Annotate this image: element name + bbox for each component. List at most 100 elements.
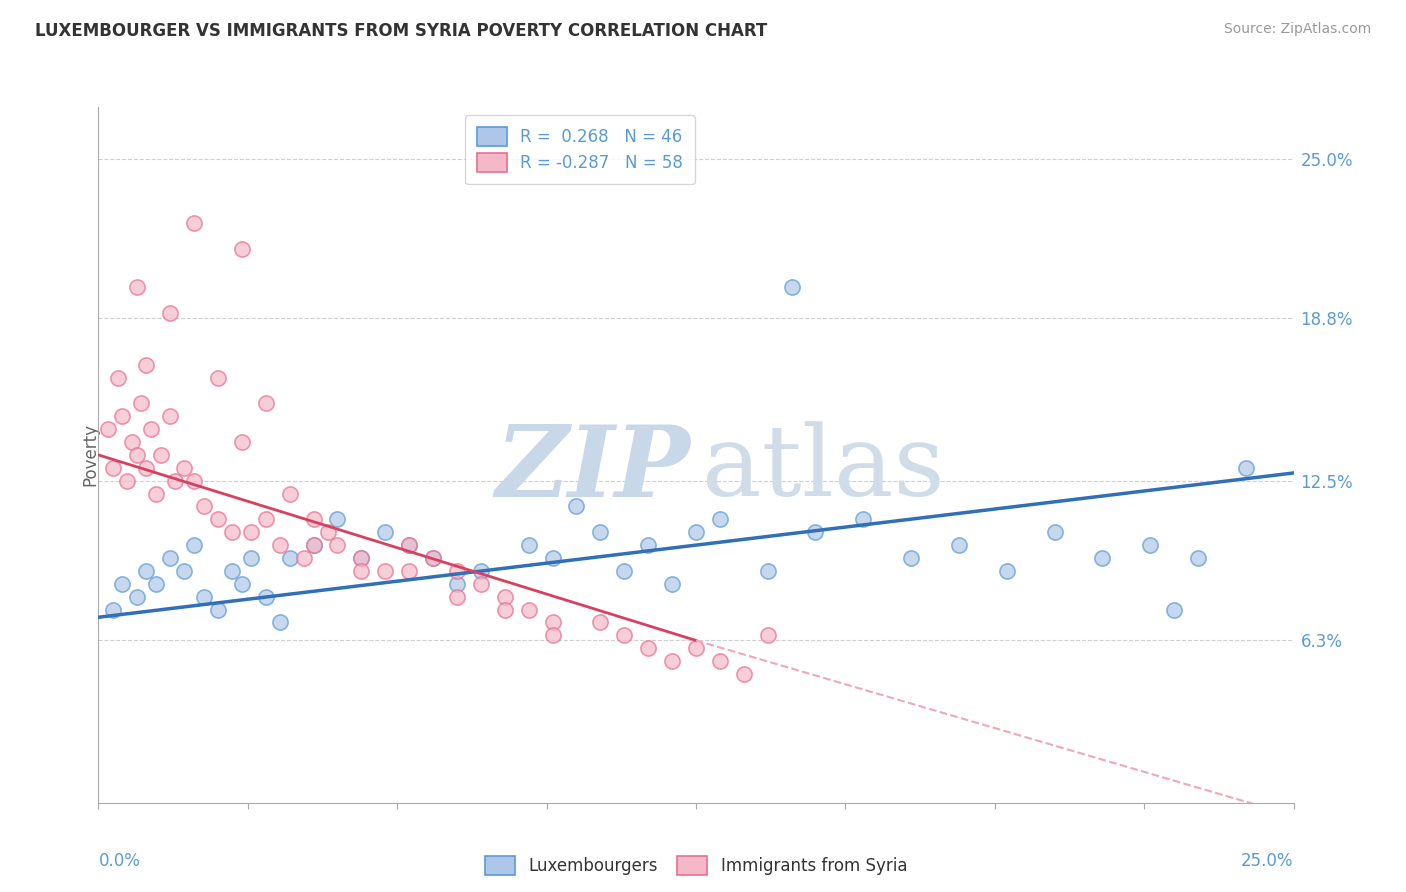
Point <box>135 460 157 475</box>
Point <box>661 654 683 668</box>
Point <box>278 486 301 500</box>
Point <box>183 474 205 488</box>
Point <box>240 551 263 566</box>
Point <box>589 525 612 540</box>
Point <box>292 551 315 566</box>
Point <box>470 564 492 578</box>
Point <box>470 576 492 591</box>
Point <box>135 564 157 578</box>
Point <box>995 564 1018 578</box>
Point <box>685 641 707 656</box>
Point <box>135 358 157 372</box>
Point <box>398 538 420 552</box>
Point <box>139 422 162 436</box>
Point <box>101 602 124 616</box>
Point <box>221 525 243 540</box>
Point <box>145 486 167 500</box>
Point <box>254 590 277 604</box>
Point <box>374 564 396 578</box>
Point <box>422 551 444 566</box>
Point <box>948 538 970 552</box>
Point <box>145 576 167 591</box>
Point <box>125 280 148 294</box>
Point <box>1187 551 1209 566</box>
Point <box>804 525 827 540</box>
Point <box>231 435 253 450</box>
Y-axis label: Poverty: Poverty <box>82 424 98 486</box>
Text: ZIP: ZIP <box>495 421 690 517</box>
Text: 0.0%: 0.0% <box>98 852 141 870</box>
Point <box>517 602 540 616</box>
Point <box>637 538 659 552</box>
Point <box>756 564 779 578</box>
Point <box>350 551 373 566</box>
Point <box>1091 551 1114 566</box>
Point <box>589 615 612 630</box>
Point <box>183 216 205 230</box>
Point <box>125 590 148 604</box>
Point <box>131 396 153 410</box>
Point <box>733 667 755 681</box>
Point <box>207 512 229 526</box>
Point <box>900 551 922 566</box>
Point <box>302 538 325 552</box>
Point <box>1043 525 1066 540</box>
Point <box>231 242 253 256</box>
Point <box>254 512 277 526</box>
Point <box>350 551 373 566</box>
Point <box>97 422 120 436</box>
Point <box>269 538 291 552</box>
Text: atlas: atlas <box>702 421 945 516</box>
Point <box>446 564 468 578</box>
Point <box>565 500 588 514</box>
Point <box>231 576 253 591</box>
Text: LUXEMBOURGER VS IMMIGRANTS FROM SYRIA POVERTY CORRELATION CHART: LUXEMBOURGER VS IMMIGRANTS FROM SYRIA PO… <box>35 22 768 40</box>
Point <box>685 525 707 540</box>
Point <box>183 538 205 552</box>
Point <box>1234 460 1257 475</box>
Point <box>193 590 215 604</box>
Point <box>1163 602 1185 616</box>
Point <box>159 551 181 566</box>
Point <box>494 602 516 616</box>
Text: 25.0%: 25.0% <box>1241 852 1294 870</box>
Point <box>661 576 683 591</box>
Point <box>637 641 659 656</box>
Point <box>1139 538 1161 552</box>
Point <box>240 525 263 540</box>
Point <box>709 512 731 526</box>
Point <box>517 538 540 552</box>
Point <box>613 628 636 642</box>
Point <box>541 551 564 566</box>
Point <box>709 654 731 668</box>
Text: Source: ZipAtlas.com: Source: ZipAtlas.com <box>1223 22 1371 37</box>
Point <box>541 628 564 642</box>
Point <box>207 602 229 616</box>
Point <box>326 512 349 526</box>
Point <box>173 564 195 578</box>
Point <box>350 564 373 578</box>
Point <box>193 500 215 514</box>
Point <box>398 538 420 552</box>
Point <box>374 525 396 540</box>
Point <box>780 280 803 294</box>
Point <box>221 564 243 578</box>
Point <box>302 538 325 552</box>
Point <box>269 615 291 630</box>
Point <box>852 512 875 526</box>
Point <box>121 435 143 450</box>
Point <box>173 460 195 475</box>
Point <box>101 460 124 475</box>
Point <box>125 448 148 462</box>
Point <box>159 306 181 320</box>
Point <box>111 576 134 591</box>
Point <box>163 474 186 488</box>
Point <box>756 628 779 642</box>
Point <box>422 551 444 566</box>
Point <box>278 551 301 566</box>
Point <box>115 474 138 488</box>
Point <box>494 590 516 604</box>
Point <box>446 576 468 591</box>
Point <box>316 525 339 540</box>
Point <box>159 409 181 424</box>
